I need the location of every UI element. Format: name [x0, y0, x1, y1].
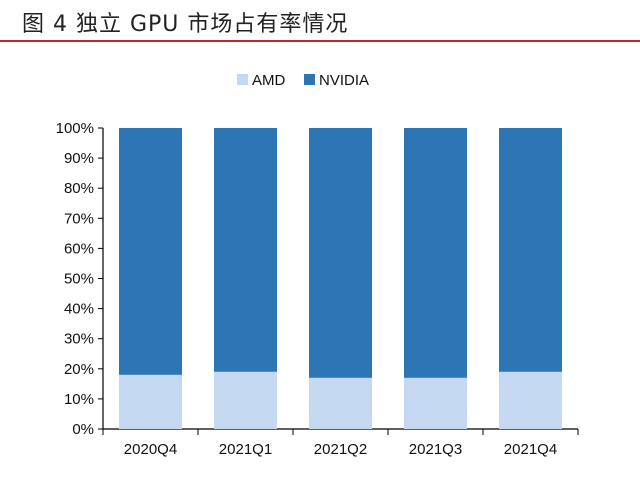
chart-title: 图 4 独立 GPU 市场占有率情况: [22, 12, 349, 37]
y-tick-label: 70%: [64, 210, 94, 227]
x-tick-label: 2020Q4: [124, 441, 177, 458]
x-tick-label: 2021Q4: [504, 441, 557, 458]
y-tick-label: 0%: [72, 421, 94, 438]
y-tick-label: 10%: [64, 391, 94, 408]
legend-label-amd: AMD: [252, 72, 286, 89]
x-tick-label: 2021Q3: [409, 441, 462, 458]
legend-swatch-nvidia: [304, 74, 315, 85]
bar-amd-2021Q3: [404, 377, 467, 429]
legend-label-nvidia: NVIDIA: [319, 72, 369, 89]
y-tick-label: 90%: [64, 150, 94, 167]
bar-nvidia-2020Q4: [119, 128, 182, 375]
bar-nvidia-2021Q2: [309, 128, 372, 378]
x-tick-label: 2021Q2: [314, 441, 367, 458]
bar-nvidia-2021Q3: [404, 128, 467, 378]
bar-amd-2021Q2: [309, 377, 372, 429]
legend-swatch-amd: [237, 74, 248, 85]
bar-nvidia-2021Q4: [499, 128, 562, 372]
bar-amd-2020Q4: [119, 374, 182, 429]
y-tick-label: 20%: [64, 361, 94, 378]
title-divider: [0, 40, 640, 42]
bar-amd-2021Q4: [499, 371, 562, 429]
y-tick-label: 80%: [64, 180, 94, 197]
x-tick-label: 2021Q1: [219, 441, 272, 458]
bar-nvidia-2021Q1: [214, 128, 277, 372]
y-tick-label: 40%: [64, 301, 94, 318]
y-tick-label: 50%: [64, 271, 94, 288]
y-tick-label: 100%: [56, 120, 94, 137]
y-tick-label: 30%: [64, 331, 94, 348]
bar-amd-2021Q1: [214, 371, 277, 429]
y-tick-label: 60%: [64, 240, 94, 257]
